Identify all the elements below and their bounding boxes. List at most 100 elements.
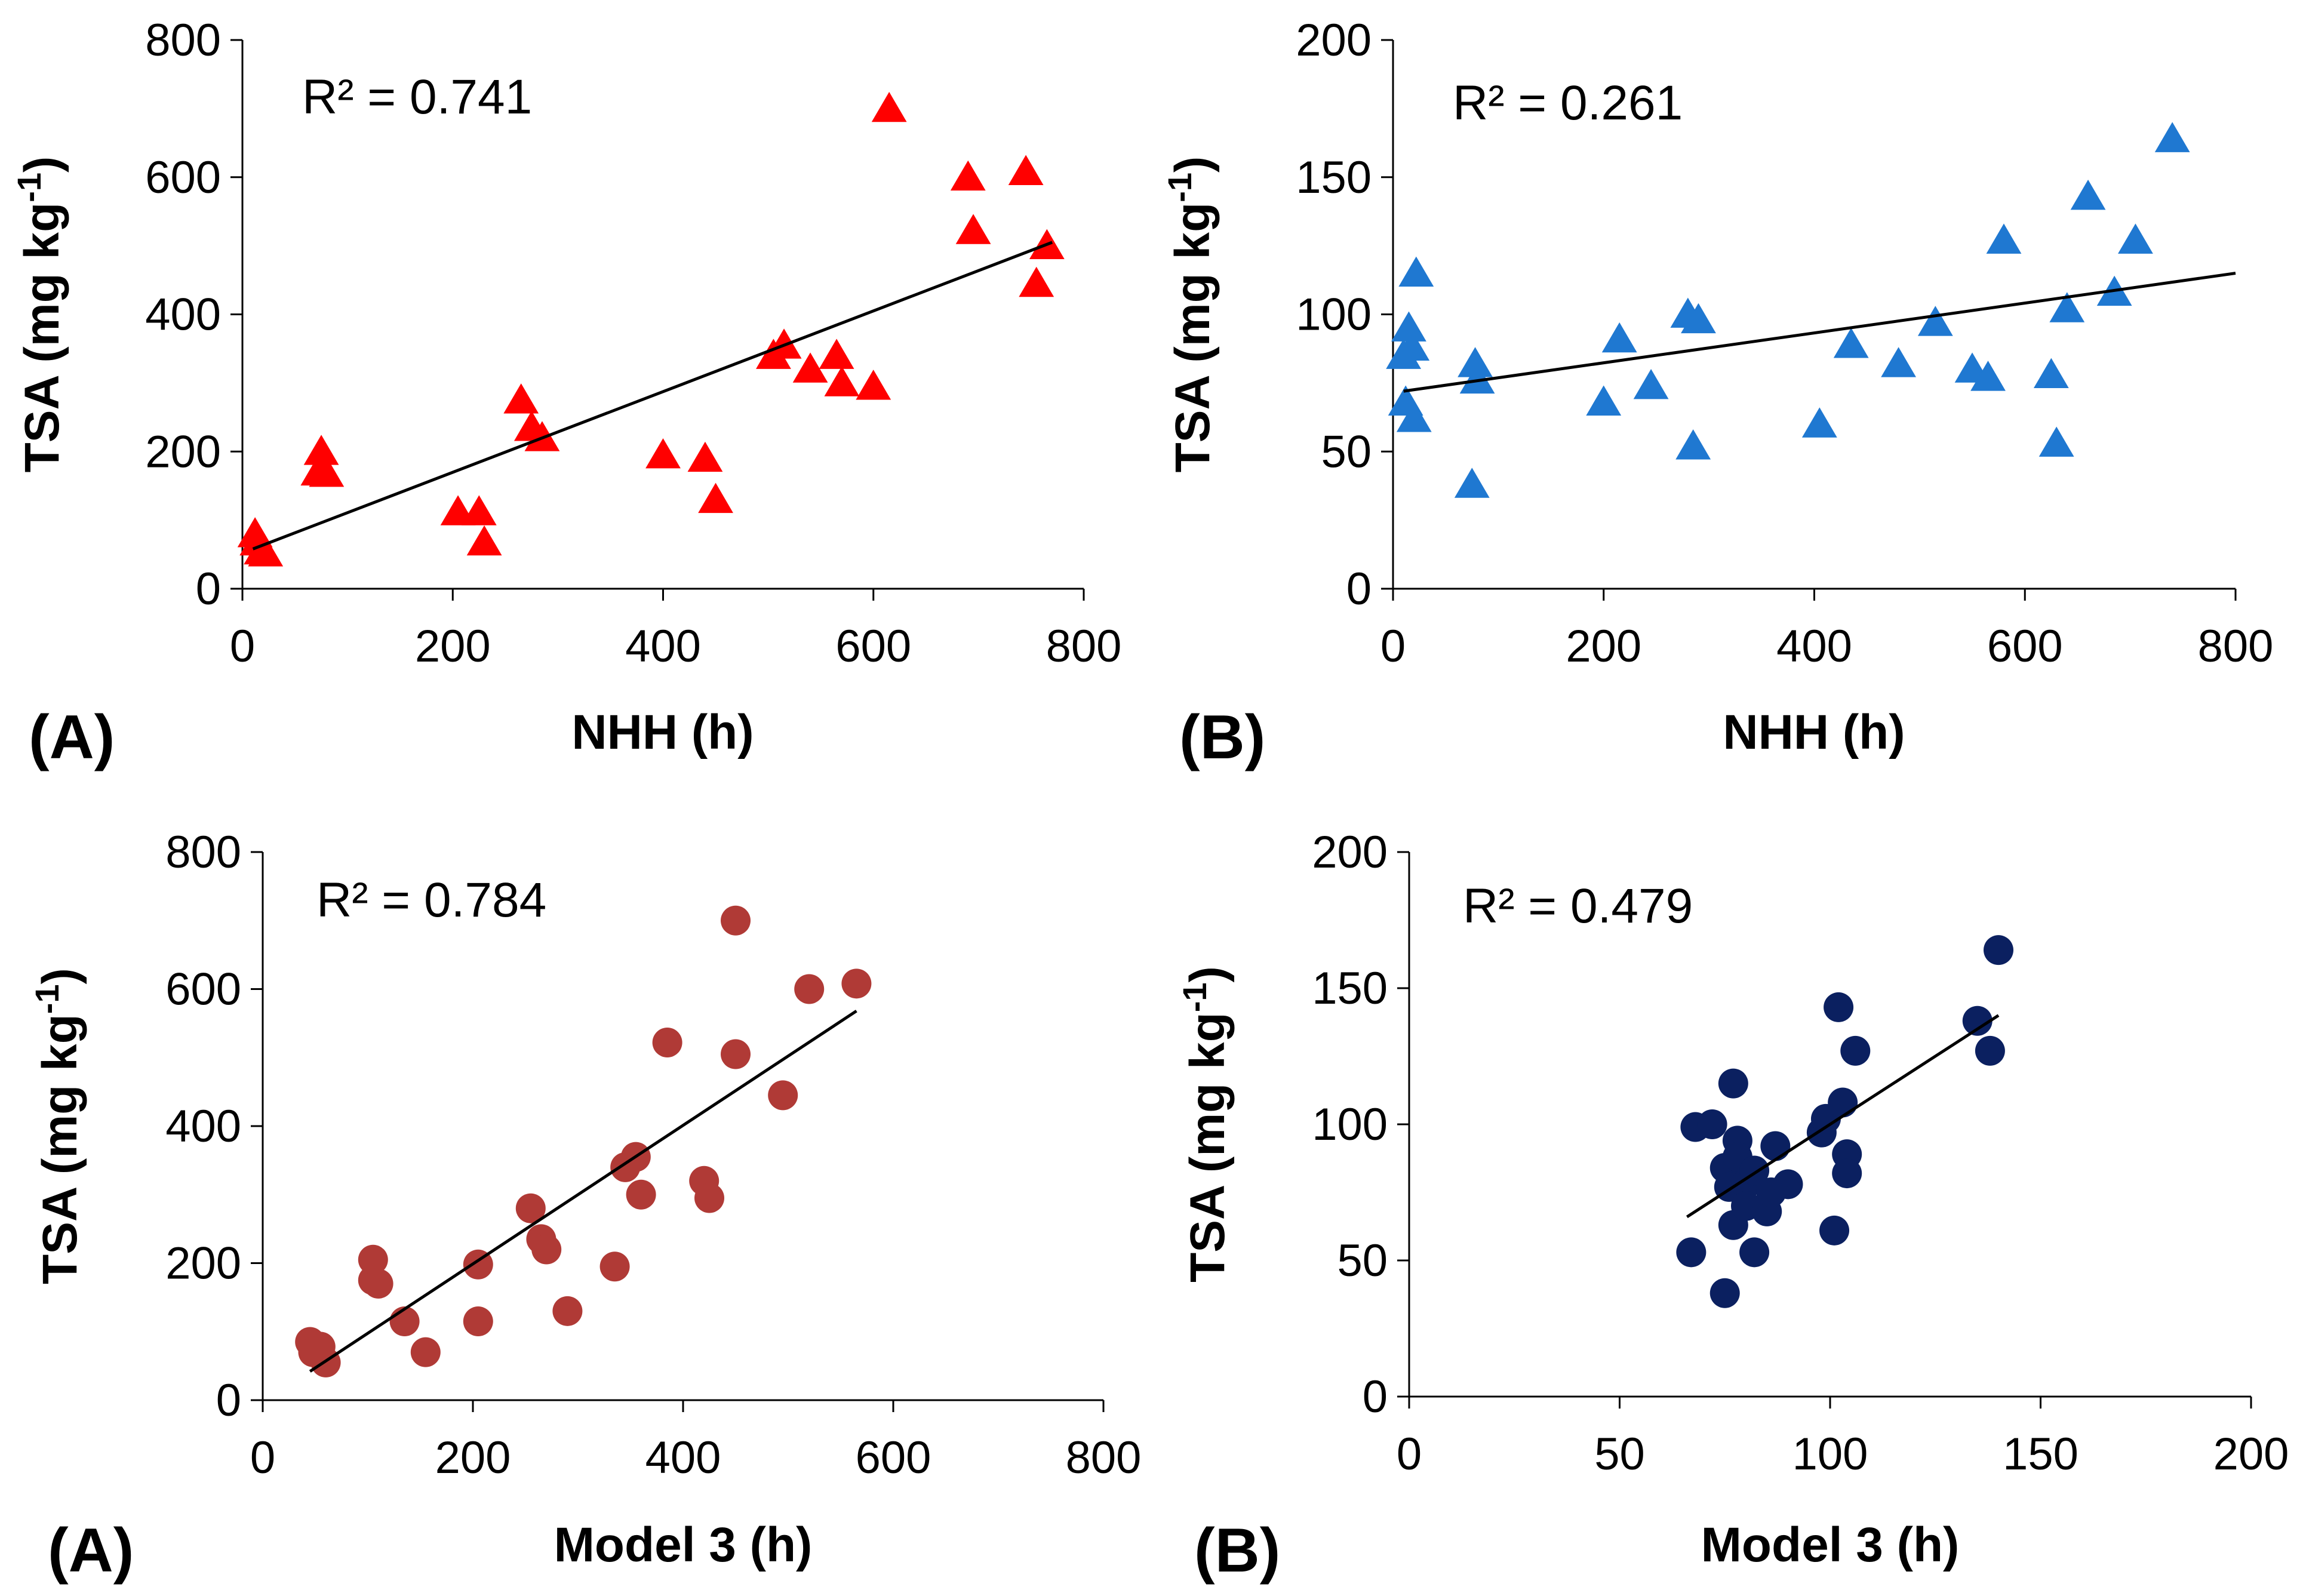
data-point (1824, 992, 1854, 1022)
data-point (248, 536, 284, 567)
trend-line (309, 1010, 857, 1373)
x-tick-label: 200 (415, 621, 491, 672)
data-point (2118, 223, 2153, 254)
x-tick-label: 0 (1380, 621, 1406, 672)
data-point (871, 91, 907, 122)
panel-label: (B) (1194, 1516, 1280, 1585)
x-tick-label: 200 (435, 1432, 511, 1483)
data-point (1398, 256, 1434, 287)
data-point (1819, 1215, 1850, 1246)
x-tick-label: 400 (625, 621, 701, 672)
y-tick-label: 0 (1346, 564, 1372, 614)
data-point (1676, 1237, 1707, 1268)
x-tick-label: 800 (1046, 621, 1122, 672)
data-point (1394, 330, 1430, 361)
data-point (1984, 935, 2013, 965)
y-axis-label: TSA (mg kg-1) (28, 968, 87, 1284)
r-squared-annotation: R² = 0.741 (302, 70, 532, 124)
data-point (694, 1183, 724, 1213)
data-point (358, 1244, 388, 1275)
data-point (1881, 347, 1916, 377)
data-point (626, 1179, 656, 1210)
x-tick-label: 150 (2003, 1429, 2078, 1480)
y-tick-label: 600 (165, 964, 241, 1015)
data-point (721, 905, 751, 936)
data-point (1633, 368, 1669, 399)
data-point (1975, 1035, 2005, 1066)
chart-panel-1: 0 200 400 600 800 0 200 400 600 800 R² = 0.741 NHH … (10, 15, 1121, 772)
y-axis-label: TSA (mg kg-1) (1176, 966, 1235, 1283)
trend-line (1403, 272, 2236, 393)
data-point (1391, 311, 1426, 342)
x-tick-label: 0 (230, 621, 255, 672)
data-point (463, 1306, 493, 1337)
data-point (1681, 303, 1716, 334)
data-point (1718, 1068, 1748, 1099)
x-axis-label: Model 3 (h) (1701, 1518, 1960, 1572)
y-tick-label: 800 (145, 15, 221, 66)
data-point (515, 1193, 546, 1223)
data-point (1396, 402, 1432, 432)
data-point (698, 482, 733, 513)
x-tick-label: 100 (1792, 1429, 1868, 1480)
data-point (794, 974, 825, 1004)
data-point (531, 1234, 562, 1265)
panel-label: (B) (1179, 703, 1265, 772)
data-point (1019, 266, 1054, 297)
data-point (1917, 306, 1953, 336)
y-tick-label: 100 (1312, 1099, 1388, 1150)
panel-label: (A) (29, 703, 115, 772)
data-point (303, 435, 339, 465)
y-tick-label: 50 (1337, 1235, 1388, 1286)
data-point (1970, 361, 2006, 391)
y-tick-label: 600 (145, 152, 221, 203)
y-tick-label: 50 (1321, 426, 1372, 477)
x-tick-label: 800 (1066, 1432, 1142, 1483)
x-tick-label: 200 (2213, 1429, 2289, 1480)
y-tick-label: 200 (145, 426, 221, 477)
r-squared-annotation: R² = 0.261 (1453, 76, 1683, 130)
data-point (1586, 385, 1622, 416)
x-axis-label: NHH (h) (571, 705, 754, 759)
x-axis-label: NHH (h) (1723, 705, 1905, 759)
x-axis-label: Model 3 (h) (554, 1518, 813, 1572)
data-point (1840, 1035, 1871, 1066)
data-point (466, 525, 502, 556)
data-point (1828, 1087, 1858, 1118)
data-point (1454, 468, 1490, 498)
data-point (461, 495, 497, 525)
x-tick-label: 800 (2198, 621, 2274, 672)
x-tick-label: 600 (856, 1432, 931, 1483)
data-point (856, 370, 891, 400)
data-point (1675, 429, 1711, 460)
chart-panel-4: 0 50 100 150 200 0 50 100 150 200 R² = 0.479 Model … (1176, 827, 2289, 1585)
data-point (824, 366, 860, 396)
data-point (2038, 426, 2074, 457)
data-point (721, 1039, 751, 1069)
data-point (645, 438, 681, 469)
data-point (950, 160, 986, 191)
data-point (819, 339, 854, 369)
y-axis-label: TSA (mg kg-1) (10, 156, 69, 473)
x-tick-label: 600 (835, 621, 911, 672)
data-point (687, 441, 723, 472)
data-point (410, 1337, 441, 1367)
data-point (1458, 347, 1493, 377)
y-tick-label: 400 (145, 290, 221, 340)
y-axis-label: TSA (mg kg-1) (1161, 156, 1220, 473)
data-point (1601, 322, 1637, 353)
data-point (1760, 1131, 1791, 1161)
data-point (1697, 1109, 1727, 1139)
data-point (309, 457, 345, 487)
data-point (503, 383, 539, 414)
data-point (1709, 1278, 1740, 1308)
x-tick-label: 600 (1987, 621, 2063, 672)
data-point (2154, 122, 2190, 152)
data-point (792, 352, 828, 383)
data-point (1833, 328, 1869, 358)
y-tick-label: 200 (1296, 15, 1372, 66)
y-tick-label: 0 (1363, 1371, 1388, 1422)
data-point (2049, 292, 2085, 322)
data-point (1739, 1237, 1770, 1268)
